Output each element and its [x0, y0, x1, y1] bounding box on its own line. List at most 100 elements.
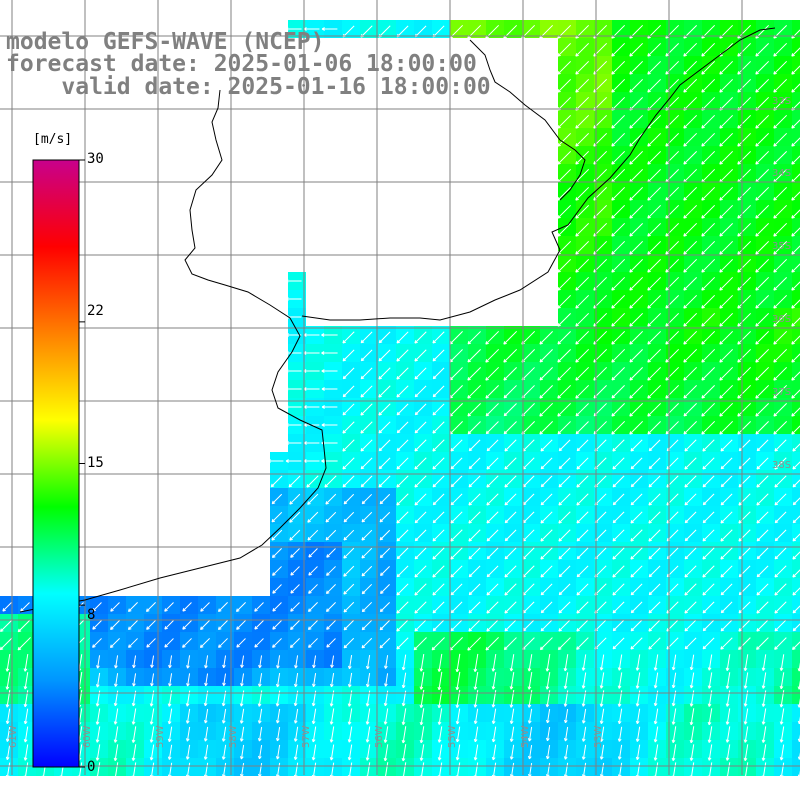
wind-arrow-shaft [575, 96, 590, 111]
wind-arrow-shaft [774, 547, 787, 560]
wind-arrow-head [738, 538, 742, 542]
wind-arrow-head [396, 465, 401, 470]
wind-arrow-head [720, 483, 725, 488]
wind-arrow-shaft [449, 403, 463, 417]
wind-arrow-head [635, 685, 640, 689]
valid-date: valid date: 2025-01-16 18:00:00 [6, 74, 491, 100]
wind-arrow-shaft [378, 25, 391, 38]
wind-arrow-head [186, 665, 190, 669]
wind-arrow-shaft [521, 349, 535, 363]
lon-label-60w: 60W [82, 725, 93, 748]
wind-arrow-shaft [2, 602, 12, 612]
wind-arrow-shaft [600, 726, 605, 742]
wind-arrow-head [128, 644, 132, 648]
wind-arrow-head [401, 757, 406, 762]
wind-arrow-head [612, 574, 616, 578]
wind-arrow-shaft [629, 168, 644, 183]
wind-arrow-head [617, 667, 622, 671]
wind-arrow-head [503, 646, 508, 651]
wind-arrow-shaft [272, 620, 282, 630]
wind-arrow-head [527, 704, 532, 708]
wind-arrow-head [563, 703, 568, 707]
wind-arrow-head [361, 644, 366, 649]
wind-arrow-shaft [450, 529, 463, 542]
wind-arrow-shaft [611, 42, 626, 57]
lat-label-38s: 38S [772, 460, 792, 471]
wind-arrow-head [719, 431, 723, 435]
wind-arrow-shaft [114, 673, 119, 687]
wind-arrow-shaft [540, 601, 553, 614]
wind-arrow-head [491, 720, 496, 724]
wind-arrow-head [719, 197, 723, 201]
wind-arrow-shaft [683, 186, 698, 201]
wind-arrow-head [432, 430, 436, 434]
wind-arrow-shaft [290, 548, 300, 558]
wind-arrow-shaft [306, 475, 319, 488]
wind-arrow-shaft [522, 637, 535, 650]
wind-arrow-shaft [380, 601, 391, 612]
wind-arrow-head [285, 27, 289, 31]
wind-arrow-head [647, 377, 651, 381]
wind-arrow-shaft [719, 60, 734, 75]
wind-arrow-shaft [294, 708, 299, 724]
wind-arrow-head [756, 646, 760, 650]
wind-arrow-head [701, 431, 705, 435]
wind-arrow-head [599, 738, 604, 742]
wind-arrow-shaft [204, 762, 209, 778]
wind-arrow-head [509, 738, 514, 742]
wind-arrow-shaft [629, 367, 643, 381]
wind-arrow-head [343, 626, 348, 631]
wind-arrow-head [791, 269, 795, 273]
wind-arrow-head [468, 591, 473, 596]
wind-arrow-head [504, 466, 508, 470]
wind-arrow-head [199, 644, 204, 649]
wind-arrow-shaft [683, 312, 698, 327]
wind-arrow-head [671, 721, 676, 725]
wind-arrow-head [761, 775, 766, 779]
wind-arrow-shaft [558, 547, 571, 560]
wind-arrow-shaft [744, 672, 749, 689]
wind-arrow-shaft [396, 493, 409, 506]
wind-arrow-shaft [630, 439, 643, 452]
wind-arrow-shaft [665, 240, 680, 255]
wind-arrow-head [414, 519, 419, 524]
wind-arrow-shaft [396, 385, 409, 398]
wind-arrow-shaft [780, 726, 785, 743]
wind-arrow-shaft [683, 366, 698, 381]
lat-label-34s: 34S [772, 168, 792, 179]
wind-arrow-head [755, 233, 759, 237]
wind-arrow-head [432, 375, 437, 380]
wind-arrow-head [113, 702, 118, 707]
wind-arrow-shaft [648, 601, 661, 614]
colorbar-tick-0: 0 [87, 759, 96, 775]
wind-arrow-head [737, 269, 741, 273]
wind-arrow-shaft [690, 654, 695, 670]
wind-arrow-shaft [360, 439, 373, 452]
wind-arrow-shaft [665, 222, 680, 237]
wind-arrow-head [545, 774, 550, 778]
wind-arrow-shaft [432, 511, 445, 524]
wind-arrow-head [545, 719, 550, 724]
wind-arrow-head [396, 358, 400, 362]
wind-arrow-shaft [737, 276, 752, 291]
wind-arrow-shaft [558, 601, 571, 614]
wind-arrow-head [612, 592, 616, 596]
wind-arrow-head [361, 572, 366, 577]
wind-arrow-head [293, 756, 298, 760]
wind-arrow-shaft [218, 620, 228, 630]
wind-arrow-shaft [222, 762, 227, 778]
wind-arrow-shaft [701, 420, 716, 435]
wind-arrow-shaft [272, 638, 282, 648]
wind-arrow-shaft [780, 762, 785, 778]
wind-arrow-shaft [384, 708, 389, 725]
wind-arrow-shaft [114, 762, 119, 779]
wind-arrow-shaft [683, 96, 698, 111]
wind-arrow-head [17, 628, 22, 633]
wind-arrow-head [707, 739, 712, 743]
wind-arrow-head [773, 143, 777, 147]
wind-arrow-head [707, 667, 712, 671]
lon-label-59w: 59W [155, 725, 166, 748]
wind-arrow-shaft [24, 672, 29, 690]
wind-arrow-shaft [450, 475, 463, 488]
wind-arrow-shaft [241, 655, 245, 668]
